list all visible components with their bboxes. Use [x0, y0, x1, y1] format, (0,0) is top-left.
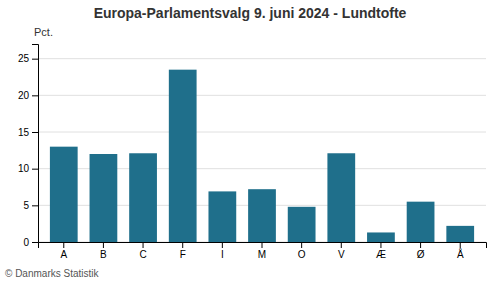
x-tick-label: V	[338, 249, 345, 260]
x-tick: F	[180, 242, 186, 260]
bar	[327, 153, 355, 242]
bar	[129, 153, 157, 242]
x-tick: Æ	[376, 242, 386, 260]
x-tick: I	[221, 242, 224, 260]
chart: Europa-Parlamentsvalg 9. juni 2024 - Lun…	[0, 0, 500, 282]
y-tick-label: 25	[18, 53, 30, 64]
y-axis-label: Pct.	[34, 26, 53, 38]
y-axis-line	[32, 45, 39, 243]
y-tick: 25	[18, 53, 38, 64]
x-tick-mark	[262, 242, 263, 248]
y-tick-label: 20	[18, 90, 30, 101]
x-tick: O	[298, 242, 306, 260]
y-tick-mark	[32, 169, 38, 170]
bar	[169, 70, 197, 242]
x-tick-mark	[63, 242, 64, 248]
x-tick-mark	[103, 242, 104, 248]
x-tick-label: O	[298, 249, 306, 260]
y-tick: 15	[18, 127, 38, 138]
x-tick-label: I	[221, 249, 224, 260]
grid-line	[38, 58, 486, 59]
x-tick-mark	[182, 242, 183, 248]
x-tick-mark	[341, 242, 342, 248]
x-tick-label: F	[180, 249, 186, 260]
x-axis-line	[39, 243, 487, 249]
y-tick: 20	[18, 90, 38, 101]
y-tick-label: 10	[18, 163, 30, 174]
x-tick-label: C	[139, 249, 146, 260]
x-tick: B	[100, 242, 107, 260]
y-tick: 10	[18, 163, 38, 174]
x-tick-label: A	[60, 249, 67, 260]
bar	[208, 191, 236, 242]
x-tick-label: B	[100, 249, 107, 260]
x-tick-mark	[460, 242, 461, 248]
x-tick-label: Å	[457, 248, 464, 260]
x-tick-mark	[143, 242, 144, 248]
y-tick-label: 5	[23, 200, 29, 211]
bar	[446, 226, 474, 242]
y-tick: 0	[23, 237, 38, 248]
grid	[38, 59, 486, 242]
x-tick-mark	[222, 242, 223, 248]
x-tick: Ø	[417, 242, 425, 260]
grid-line	[38, 95, 486, 96]
x-tick-mark	[380, 242, 381, 248]
y-tick: 5	[23, 200, 38, 211]
bar	[90, 154, 118, 242]
plot: 0 5 10 15 20 25 A B C F I M O V Æ Ø Å	[18, 45, 487, 261]
bar	[288, 207, 316, 242]
x-axis: ABCFIMOVÆØÅ	[39, 242, 487, 260]
x-tick-label: Ø	[417, 249, 425, 260]
y-tick-label: 15	[18, 127, 30, 138]
x-tick: M	[258, 242, 266, 260]
title: Europa-Parlamentsvalg 9. juni 2024 - Lun…	[94, 5, 407, 21]
y-tick-mark	[32, 132, 38, 133]
grid-line	[38, 132, 486, 133]
bar	[367, 232, 395, 242]
bar	[50, 147, 78, 242]
x-tick-label: M	[258, 249, 266, 260]
y-tick-mark	[32, 242, 38, 243]
x-tick: Å	[457, 242, 464, 260]
y-tick-mark	[32, 95, 38, 96]
x-tick-label: Æ	[376, 249, 386, 260]
bars	[50, 70, 474, 242]
x-tick: V	[338, 242, 345, 260]
y-tick-label: 0	[23, 237, 29, 248]
bar	[407, 202, 435, 242]
footer: © Danmarks Statistik	[5, 268, 100, 279]
x-tick-mark	[301, 242, 302, 248]
y-tick-mark	[32, 205, 38, 206]
bar	[248, 189, 276, 242]
y-tick-mark	[32, 59, 38, 60]
x-tick: C	[139, 242, 146, 260]
x-tick-mark	[420, 242, 421, 248]
x-tick: A	[60, 242, 67, 260]
y-axis: 0 5 10 15 20 25	[18, 45, 39, 248]
